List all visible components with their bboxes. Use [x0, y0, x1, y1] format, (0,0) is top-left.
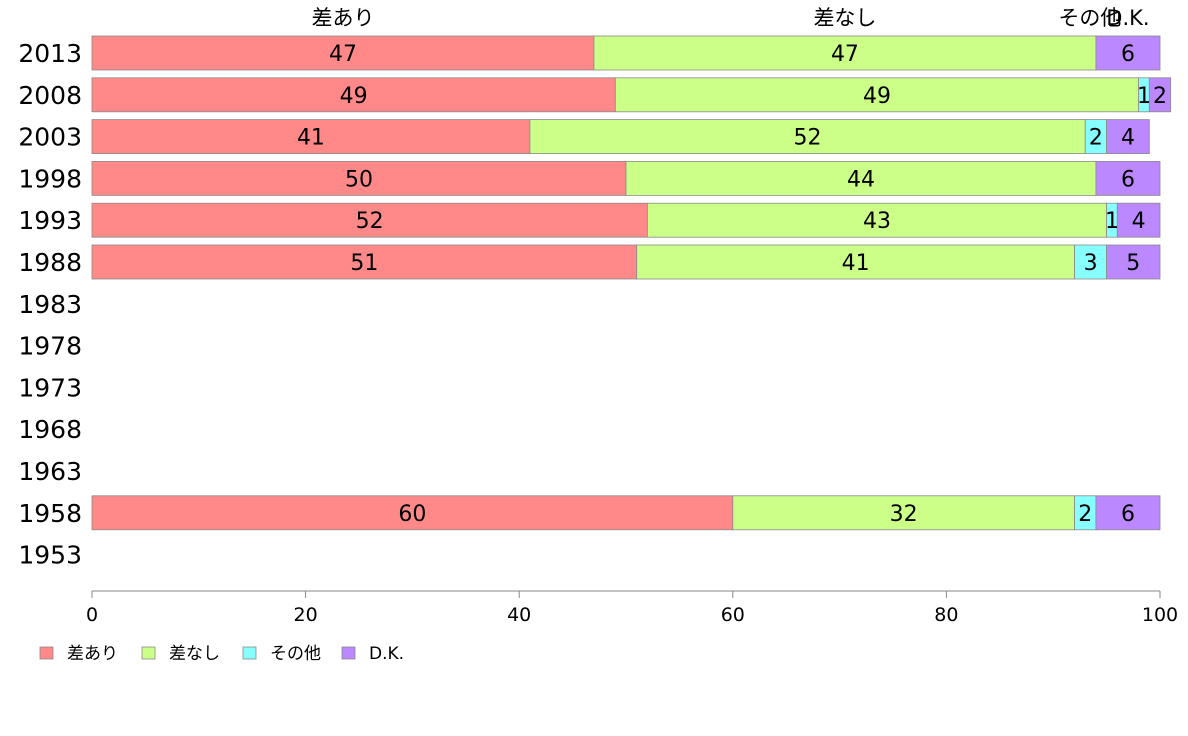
data-label: 52 [794, 126, 822, 151]
bar-segment [732, 495, 1075, 531]
data-label: 5 [1126, 251, 1140, 276]
bar-segment [91, 77, 616, 113]
bar-segment [1116, 202, 1161, 238]
bar-segment [625, 160, 1097, 196]
y-tick-label: 1968 [18, 415, 82, 444]
data-label: 6 [1121, 502, 1135, 527]
bar-segment [91, 202, 648, 238]
bar-segment [1106, 244, 1161, 280]
x-tick-label: 40 [507, 604, 531, 626]
legend-swatch [242, 646, 257, 660]
bar-segment [529, 119, 1086, 154]
y-tick-label: 1958 [18, 499, 82, 528]
y-tick-label: 1993 [18, 206, 82, 235]
bar-segment [91, 495, 734, 531]
x-tick-label: 100 [1142, 604, 1178, 626]
data-label: 52 [356, 209, 384, 234]
y-tick-label: 1963 [18, 457, 82, 486]
data-label: 41 [297, 126, 325, 151]
data-label: 4 [1121, 126, 1135, 151]
bar-segment [1095, 35, 1161, 71]
legend-label: 差あり [67, 644, 118, 664]
bar-segment [646, 202, 1107, 238]
legend-swatch [341, 646, 356, 660]
data-label: 43 [863, 209, 891, 234]
bar-segment [1095, 160, 1161, 196]
y-tick-label: 2003 [18, 123, 82, 152]
data-label: 50 [345, 167, 373, 192]
bar-segment [91, 35, 595, 71]
legend-label: D.K. [369, 644, 404, 664]
data-label: 1 [1105, 209, 1119, 234]
data-label: 3 [1084, 251, 1098, 276]
data-label: 51 [350, 251, 378, 276]
data-label: 44 [847, 167, 875, 192]
y-tick-label: 1998 [18, 164, 82, 193]
data-label: 1 [1137, 84, 1151, 109]
y-tick-label: 1988 [18, 248, 82, 277]
y-tick-label: 2008 [18, 81, 82, 110]
data-label: 2 [1078, 502, 1092, 527]
bar-segment [614, 77, 1140, 113]
bar-segment [91, 244, 638, 280]
y-tick-label: 1953 [18, 541, 82, 570]
data-label: 2 [1153, 84, 1167, 109]
series-header-label: D.K. [1106, 6, 1149, 30]
legend-label: その他 [270, 644, 321, 664]
data-label: 49 [863, 84, 891, 109]
data-label: 47 [329, 42, 357, 67]
bar-segment [593, 35, 1097, 71]
x-tick-label: 0 [86, 604, 98, 626]
x-tick-label: 80 [934, 604, 958, 626]
series-header-label: 差なし [813, 6, 876, 30]
data-label: 41 [842, 251, 870, 276]
legend-swatch [39, 646, 54, 660]
x-tick-label: 20 [294, 604, 318, 626]
data-label: 2 [1089, 126, 1103, 151]
bar-segment [1095, 495, 1161, 531]
y-tick-label: 2013 [18, 39, 82, 68]
bar-segment [1148, 77, 1172, 113]
bar-segment [1074, 244, 1108, 280]
legend-swatch [141, 646, 156, 660]
data-label: 6 [1121, 167, 1135, 192]
data-label: 49 [340, 84, 368, 109]
data-label: 6 [1121, 42, 1135, 67]
bar-segment [1106, 119, 1150, 154]
legend-label: 差なし [169, 644, 220, 664]
y-tick-label: 1983 [18, 290, 82, 319]
data-label: 60 [398, 502, 426, 527]
x-tick-label: 60 [721, 604, 745, 626]
series-header-label: その他 [1058, 6, 1121, 30]
bar-segment [91, 119, 531, 154]
data-label: 47 [831, 42, 859, 67]
data-label: 32 [890, 502, 918, 527]
y-tick-label: 1973 [18, 373, 82, 402]
data-label: 4 [1132, 209, 1146, 234]
y-tick-label: 1978 [18, 332, 82, 361]
series-header-label: 差あり [311, 6, 374, 30]
bar-segment [636, 244, 1075, 280]
